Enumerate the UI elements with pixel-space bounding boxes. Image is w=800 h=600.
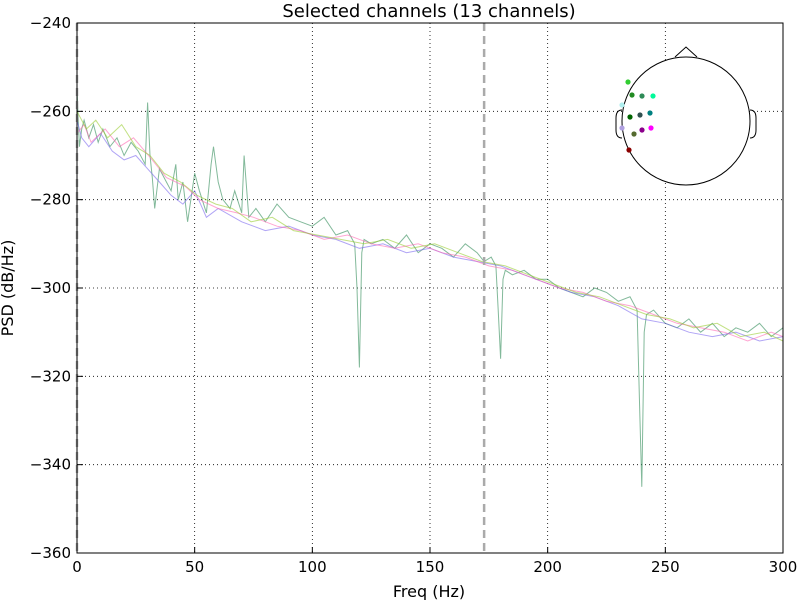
sensor-dot-s10 xyxy=(631,131,637,137)
left-ear-icon xyxy=(615,109,623,139)
sensor-dot-s4 xyxy=(650,93,656,99)
x-tick-label: 300 xyxy=(769,558,798,576)
y-tick-label: −240 xyxy=(30,14,71,32)
series-line-ch3 xyxy=(76,123,784,342)
y-tick-label: −320 xyxy=(30,367,71,385)
y-tick-label: −280 xyxy=(30,191,71,209)
x-tick-label: 150 xyxy=(416,558,445,576)
grid xyxy=(76,22,784,554)
sensor-dot-s12 xyxy=(648,125,654,131)
x-tick-label: 200 xyxy=(533,558,562,576)
series-layer xyxy=(76,89,784,487)
y-axis-label: PSD (dB/Hz) xyxy=(0,240,17,337)
nose-icon xyxy=(674,46,698,58)
chart-title: Selected channels (13 channels) xyxy=(282,1,575,22)
sensor-dot-s6 xyxy=(627,114,633,120)
sensor-layer xyxy=(619,79,656,153)
y-tick-label: −340 xyxy=(30,456,71,474)
ticks: 0 50 100 150 200 250 300 −360 −340 −320 −300 −280 −2… xyxy=(30,14,798,576)
y-tick-label: −260 xyxy=(30,102,71,120)
sensor-dot-s9 xyxy=(619,125,625,131)
sensor-dot-s7 xyxy=(637,112,643,118)
y-tick-label: −360 xyxy=(30,544,71,562)
sensor-layout-inset xyxy=(615,46,757,186)
sensor-dot-s2 xyxy=(629,92,635,98)
sensor-dot-s5 xyxy=(619,102,625,108)
x-tick-label: 0 xyxy=(72,558,82,576)
x-tick-label: 50 xyxy=(185,558,204,576)
sensor-dot-s8 xyxy=(647,110,653,116)
y-tick-label: −300 xyxy=(30,279,71,297)
x-tick-label: 250 xyxy=(651,558,680,576)
sensor-dot-s13 xyxy=(626,147,632,153)
sensor-dot-s11 xyxy=(639,127,645,133)
x-axis-label: Freq (Hz) xyxy=(393,582,465,600)
head-outline xyxy=(621,56,751,186)
series-line-ch2 xyxy=(76,120,784,342)
x-tick-label: 100 xyxy=(298,558,327,576)
sensor-dot-s1 xyxy=(625,79,631,85)
series-line-ch4 xyxy=(76,111,784,342)
right-ear-icon xyxy=(749,109,757,139)
sensor-dot-s3 xyxy=(639,93,645,99)
